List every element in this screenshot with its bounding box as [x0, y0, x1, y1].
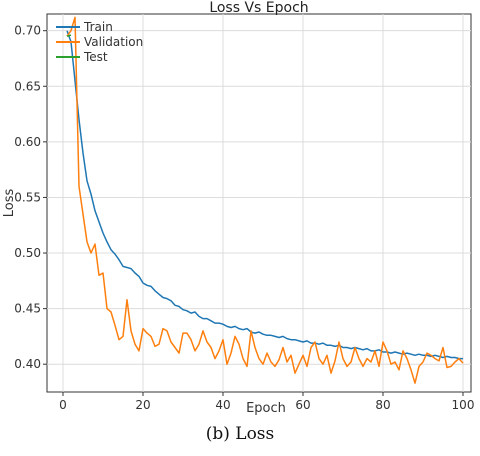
loss-chart: 0 20 40 60 80 100 0.40 0.45 0.50 0.55 0.60 0.65 0.70…: [2, 0, 474, 416]
chart-title: Loss Vs Epoch: [209, 0, 308, 16]
y-tick-label: 0.70: [14, 24, 41, 38]
legend-label-validation: Validation: [84, 35, 143, 49]
y-tick-label: 0.50: [14, 246, 41, 260]
y-tick-label: 0.40: [14, 357, 41, 371]
x-tick-label: 0: [59, 398, 67, 412]
grid-lines: [47, 14, 471, 392]
series-line-validation: [66, 16, 464, 384]
series-line-test: [66, 34, 72, 37]
x-tick-label: 60: [295, 398, 310, 412]
plot-area: [46, 13, 472, 393]
legend-label-test: Test: [83, 50, 108, 64]
x-axis-title: Epoch: [246, 401, 286, 416]
y-tick-label: 0.65: [14, 79, 41, 93]
tick-labels: 0 20 40 60 80 100 0.40 0.45 0.50 0.55 0.60 0.65 0.70: [14, 24, 474, 412]
y-tick-label: 0.55: [14, 190, 41, 204]
series-layer: [66, 16, 464, 384]
legend-label-train: Train: [83, 20, 113, 34]
x-tick-label: 100: [452, 398, 475, 412]
x-tick-label: 40: [215, 398, 230, 412]
figure-caption: (b) Loss: [205, 424, 275, 444]
x-tick-label: 80: [375, 398, 390, 412]
x-tick-label: 20: [135, 398, 150, 412]
y-tick-label: 0.45: [14, 302, 41, 316]
series-line-train: [66, 30, 463, 360]
y-tick-label: 0.60: [14, 135, 41, 149]
y-axis-title: Loss: [2, 189, 17, 218]
